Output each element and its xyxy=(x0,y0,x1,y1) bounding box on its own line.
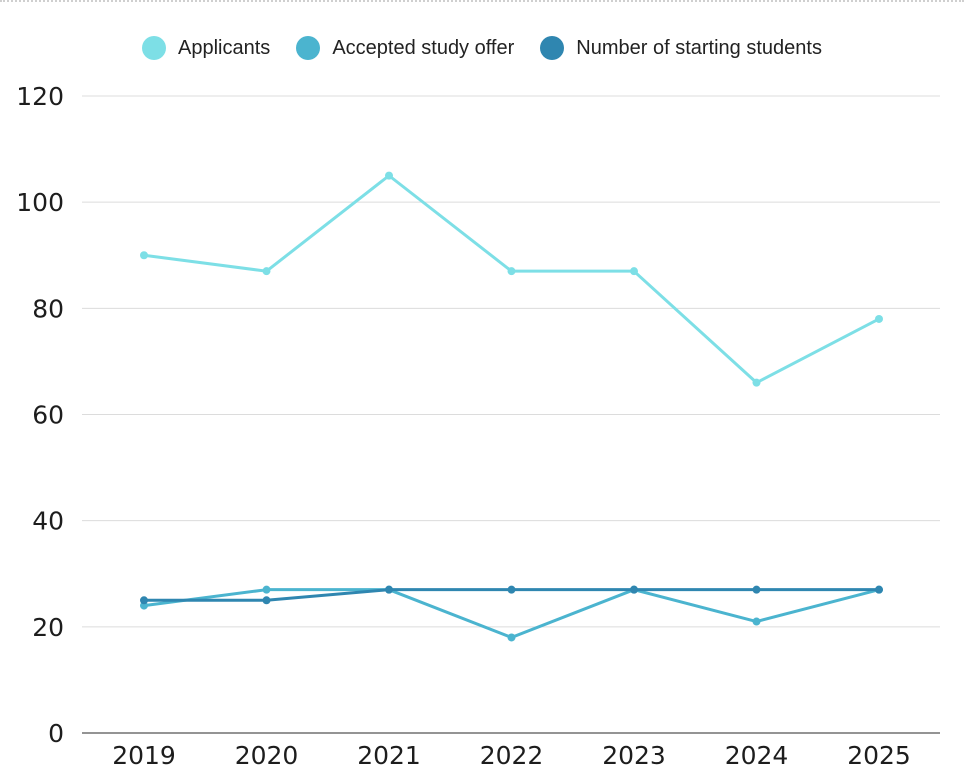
data-point-series-2 xyxy=(630,585,638,594)
data-point-series-2 xyxy=(140,596,148,605)
data-point-series-1 xyxy=(262,585,271,594)
series-line-1 xyxy=(142,588,881,639)
x-tick-label: 2024 xyxy=(725,741,789,770)
data-point-series-0 xyxy=(140,251,148,260)
y-axis: 0 20 40 60 80 100 120 xyxy=(16,82,64,748)
legend-label-applicants: Applicants xyxy=(178,36,271,59)
chart-legend: Applicants Accepted study offer Number o… xyxy=(0,36,964,60)
series-group xyxy=(140,171,883,642)
data-point-series-1 xyxy=(752,617,761,626)
legend-label-accepted: Accepted study offer xyxy=(332,36,515,59)
data-point-series-2 xyxy=(385,585,393,594)
y-tick-label: 100 xyxy=(16,188,64,217)
y-tick-label: 20 xyxy=(32,613,64,642)
data-point-series-0 xyxy=(385,171,393,180)
data-point-series-2 xyxy=(752,585,761,594)
x-tick-label: 2022 xyxy=(480,741,544,770)
grid-lines xyxy=(82,95,940,734)
y-tick-label: 120 xyxy=(16,82,64,111)
y-tick-label: 40 xyxy=(32,507,64,536)
data-point-series-2 xyxy=(875,585,883,594)
data-point-series-2 xyxy=(507,585,516,594)
top-dotted-border xyxy=(0,0,964,2)
legend-swatch-applicants xyxy=(142,36,167,60)
data-point-series-0 xyxy=(875,314,883,323)
y-tick-label: 80 xyxy=(32,294,64,323)
y-tick-label: 60 xyxy=(32,401,64,430)
data-point-series-0 xyxy=(630,267,638,276)
series-line-0 xyxy=(142,174,881,385)
legend-swatch-accepted xyxy=(296,36,321,60)
legend-label-starting: Number of starting students xyxy=(576,36,822,59)
data-point-series-0 xyxy=(507,267,516,276)
x-tick-label: 2019 xyxy=(112,741,176,770)
legend-item-applicants[interactable]: Applicants xyxy=(142,36,270,60)
data-point-series-0 xyxy=(262,267,271,276)
x-tick-label: 2021 xyxy=(357,741,421,770)
data-point-series-1 xyxy=(507,633,516,642)
legend-item-starting[interactable]: Number of starting students xyxy=(540,36,822,60)
x-tick-label: 2020 xyxy=(235,741,299,770)
data-point-series-2 xyxy=(262,596,271,605)
x-tick-label: 2025 xyxy=(847,741,911,770)
legend-swatch-starting xyxy=(540,36,565,60)
legend-item-accepted[interactable]: Accepted study offer xyxy=(296,36,514,60)
data-point-series-0 xyxy=(752,378,761,387)
y-tick-label: 0 xyxy=(48,719,64,748)
x-tick-label: 2023 xyxy=(602,741,666,770)
x-axis: 2019 2020 2021 2022 2023 2024 2025 xyxy=(112,741,911,770)
